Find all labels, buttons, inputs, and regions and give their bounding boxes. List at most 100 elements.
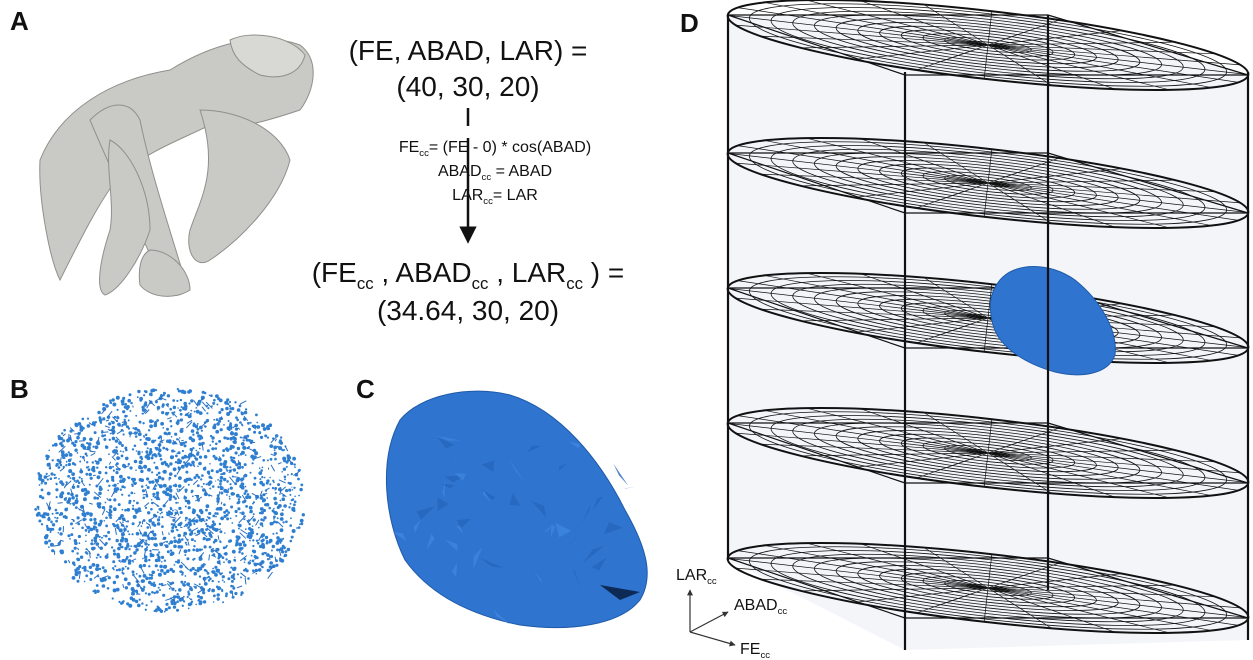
- point-strand: [90, 451, 96, 452]
- point: [154, 496, 156, 498]
- point: [205, 509, 208, 512]
- panel-label: A: [10, 6, 29, 36]
- point: [150, 577, 153, 580]
- formula: LARcc= LAR: [452, 187, 538, 207]
- point: [261, 552, 264, 555]
- point: [287, 474, 289, 476]
- text-run: , ABAD: [374, 257, 472, 288]
- point: [164, 432, 167, 435]
- point: [206, 412, 208, 414]
- point: [216, 470, 219, 473]
- point: [141, 406, 144, 409]
- point: [117, 483, 119, 485]
- point: [108, 453, 110, 455]
- point: [172, 510, 174, 512]
- point: [184, 445, 187, 448]
- point: [162, 447, 165, 450]
- point: [167, 466, 169, 468]
- point: [56, 517, 58, 519]
- point: [129, 500, 132, 503]
- point: [176, 400, 178, 402]
- point: [61, 483, 64, 486]
- point: [218, 411, 221, 414]
- point: [212, 485, 215, 488]
- point: [61, 454, 64, 457]
- point: [89, 438, 93, 442]
- point: [231, 522, 233, 524]
- point: [87, 526, 91, 530]
- point: [166, 493, 170, 497]
- point: [148, 429, 150, 431]
- point: [176, 609, 179, 612]
- point: [132, 573, 135, 576]
- point: [177, 593, 179, 595]
- point: [235, 463, 237, 465]
- point: [161, 556, 164, 559]
- point: [154, 440, 156, 442]
- point: [202, 391, 205, 394]
- point: [180, 399, 182, 401]
- point: [255, 414, 258, 417]
- point: [210, 536, 213, 539]
- point: [281, 550, 284, 553]
- point: [159, 565, 163, 569]
- point: [77, 558, 81, 562]
- point: [67, 475, 70, 478]
- point: [98, 416, 101, 419]
- point: [113, 524, 116, 527]
- equation-input: (40, 30, 20): [396, 71, 539, 102]
- point: [105, 555, 109, 559]
- point: [280, 528, 284, 532]
- point: [99, 556, 101, 558]
- point: [259, 467, 261, 469]
- point-strand: [115, 528, 116, 535]
- point: [115, 446, 117, 448]
- point: [258, 527, 260, 529]
- point: [48, 540, 51, 543]
- point: [222, 579, 224, 581]
- point: [217, 593, 220, 596]
- point: [146, 484, 148, 486]
- point: [97, 554, 100, 557]
- point: [229, 405, 231, 407]
- point: [151, 571, 155, 575]
- point: [155, 421, 157, 423]
- point: [78, 535, 81, 538]
- point: [288, 506, 290, 508]
- point: [113, 549, 116, 552]
- point: [278, 441, 280, 443]
- point: [41, 496, 44, 499]
- point: [48, 546, 50, 548]
- point: [107, 489, 109, 491]
- point: [252, 462, 254, 464]
- point: [75, 494, 78, 497]
- point: [145, 507, 147, 509]
- point: [206, 538, 209, 541]
- point: [103, 438, 106, 441]
- point: [181, 538, 184, 541]
- facet: [624, 487, 636, 489]
- point: [177, 423, 179, 425]
- point: [179, 571, 181, 573]
- point: [79, 461, 81, 463]
- point: [118, 424, 121, 427]
- point: [207, 589, 210, 592]
- point: [113, 484, 116, 487]
- point-strand: [238, 428, 240, 429]
- text-run: = (FE - 0) * cos(ABAD): [429, 139, 591, 156]
- point: [245, 528, 247, 530]
- point: [121, 536, 124, 539]
- point: [113, 449, 115, 451]
- point: [126, 405, 130, 409]
- point: [95, 460, 97, 462]
- point: [178, 451, 181, 454]
- point: [229, 483, 231, 485]
- point: [212, 528, 214, 530]
- point: [244, 463, 247, 466]
- point: [196, 431, 199, 434]
- point: [194, 586, 197, 589]
- point: [134, 427, 137, 430]
- point: [191, 589, 193, 591]
- point: [184, 525, 186, 527]
- point: [228, 540, 231, 543]
